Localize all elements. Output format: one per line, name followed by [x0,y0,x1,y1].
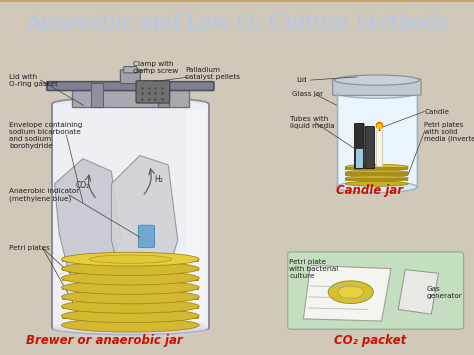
Ellipse shape [335,75,419,85]
Ellipse shape [346,170,408,175]
Ellipse shape [52,97,209,110]
Polygon shape [62,297,199,300]
FancyBboxPatch shape [138,225,155,247]
Text: Palladium
catalyst pellets: Palladium catalyst pellets [185,67,240,80]
Ellipse shape [62,309,199,323]
Polygon shape [55,159,121,281]
Text: Lid with
O-ring gasket: Lid with O-ring gasket [9,73,58,87]
FancyBboxPatch shape [136,81,170,103]
Polygon shape [62,269,199,272]
FancyBboxPatch shape [288,252,464,329]
Ellipse shape [337,286,364,299]
FancyBboxPatch shape [91,83,103,107]
Polygon shape [52,104,209,328]
FancyBboxPatch shape [47,82,214,91]
Text: Candle: Candle [424,109,449,115]
FancyBboxPatch shape [120,70,140,83]
Ellipse shape [328,281,373,304]
Ellipse shape [337,87,417,98]
FancyBboxPatch shape [356,149,363,168]
Ellipse shape [62,280,199,294]
Text: Tubes with
liquid media: Tubes with liquid media [290,116,335,129]
Ellipse shape [52,318,209,339]
Text: Anaerobic indicator
(methylene blue): Anaerobic indicator (methylene blue) [9,188,80,202]
Ellipse shape [62,271,199,285]
Ellipse shape [62,252,199,266]
Text: Gas
generator: Gas generator [427,286,462,299]
Text: Candle jar: Candle jar [336,184,403,197]
Text: Envelope containing
sodium bicarbonate
and sodium
borohydride: Envelope containing sodium bicarbonate a… [9,121,83,149]
Ellipse shape [62,318,199,332]
Polygon shape [62,288,199,290]
FancyBboxPatch shape [158,83,169,107]
Text: CO₂ packet: CO₂ packet [334,334,406,347]
Polygon shape [346,178,408,181]
FancyBboxPatch shape [355,124,364,169]
FancyBboxPatch shape [376,130,383,166]
Polygon shape [62,278,199,281]
Text: Lid: Lid [296,77,307,83]
Polygon shape [337,93,417,187]
Ellipse shape [62,290,199,304]
Text: H₂: H₂ [154,175,163,184]
Text: Anaerobic and Low O₂ Culture Methods: Anaerobic and Low O₂ Culture Methods [26,14,448,33]
FancyBboxPatch shape [333,79,421,95]
Polygon shape [111,155,178,284]
Ellipse shape [346,176,408,181]
Ellipse shape [62,299,199,313]
Text: CO₂: CO₂ [76,181,90,190]
Ellipse shape [346,164,408,169]
Ellipse shape [62,262,199,275]
Text: Petri plates
with solid
media (inverted): Petri plates with solid media (inverted) [424,122,474,142]
FancyBboxPatch shape [365,127,374,169]
Polygon shape [62,316,199,318]
Polygon shape [62,306,199,309]
FancyBboxPatch shape [72,89,189,107]
Polygon shape [62,259,199,262]
Ellipse shape [337,181,417,192]
Polygon shape [346,167,408,170]
Text: Brewer or anaerobic jar: Brewer or anaerobic jar [26,334,182,347]
Text: Petri plate
with bacterial
culture: Petri plate with bacterial culture [289,258,338,279]
Polygon shape [346,173,408,176]
FancyBboxPatch shape [124,67,137,73]
Text: Glass jar: Glass jar [292,91,324,97]
Text: Petri plates: Petri plates [9,245,50,251]
Polygon shape [303,266,391,321]
Polygon shape [187,110,205,322]
Polygon shape [398,269,438,314]
Text: Clamp with
clamp screw: Clamp with clamp screw [133,61,178,74]
Ellipse shape [89,255,172,263]
Ellipse shape [346,181,408,186]
Ellipse shape [52,322,209,334]
